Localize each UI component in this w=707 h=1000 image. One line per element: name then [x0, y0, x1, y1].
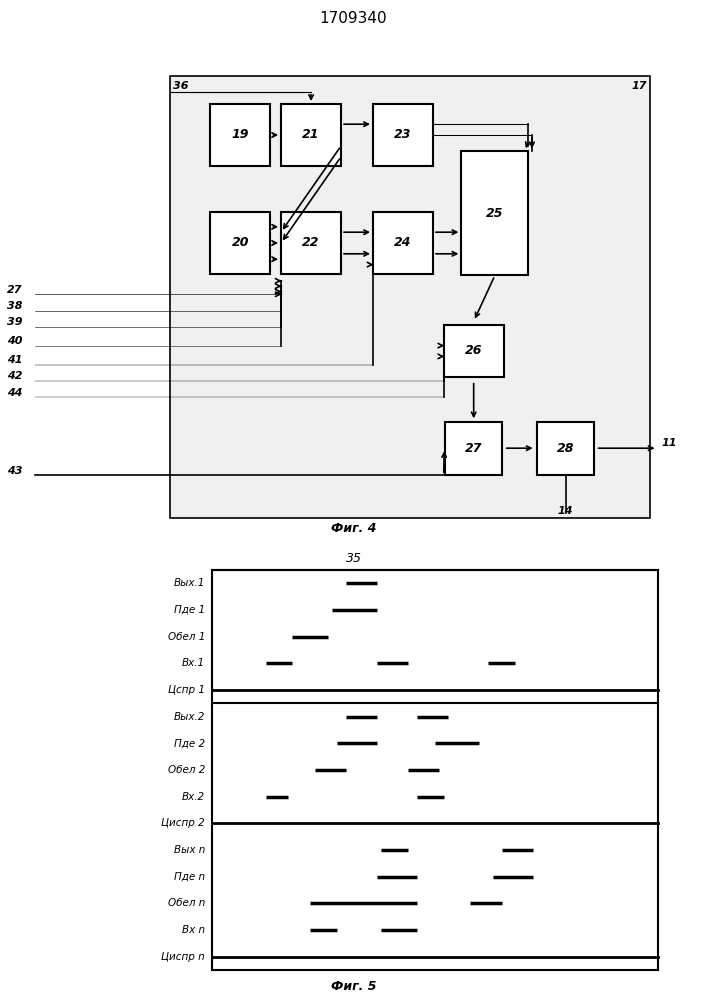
Text: 1709340: 1709340 [320, 11, 387, 26]
Text: 21: 21 [303, 128, 320, 141]
Text: Пде 2: Пде 2 [174, 738, 205, 748]
Text: 14: 14 [558, 506, 573, 516]
Text: 25: 25 [486, 207, 503, 220]
Bar [281, 212, 341, 274]
Text: 24: 24 [395, 236, 411, 249]
Text: Пде n: Пде n [174, 872, 205, 882]
Text: 22: 22 [303, 236, 320, 249]
Text: 28: 28 [557, 442, 574, 455]
Text: 44: 44 [7, 388, 23, 398]
Text: Обел 2: Обел 2 [168, 765, 205, 775]
Text: Обел n: Обел n [168, 898, 205, 908]
Bar [445, 422, 502, 475]
Bar [170, 76, 650, 518]
Text: Циспр n: Циспр n [161, 952, 205, 962]
Bar [373, 212, 433, 274]
Text: Вых n: Вых n [174, 845, 205, 855]
Text: Циспр 2: Циспр 2 [161, 818, 205, 828]
Text: 36: 36 [173, 81, 189, 91]
Text: 11: 11 [661, 438, 677, 448]
Text: 42: 42 [7, 371, 23, 381]
Text: 23: 23 [395, 128, 411, 141]
Bar [373, 104, 433, 166]
Text: Обел 1: Обел 1 [168, 632, 205, 642]
Bar [212, 570, 658, 970]
Text: 27: 27 [7, 285, 23, 295]
Text: 17: 17 [631, 81, 647, 91]
Text: Вх.1: Вх.1 [182, 658, 205, 668]
Bar [444, 325, 503, 377]
Text: 27: 27 [465, 442, 482, 455]
Text: 19: 19 [232, 128, 249, 141]
Bar [461, 151, 528, 275]
Bar [211, 104, 271, 166]
Text: Вых.1: Вых.1 [174, 578, 205, 588]
Text: 38: 38 [7, 301, 23, 311]
Bar [281, 104, 341, 166]
Text: Вых.2: Вых.2 [174, 712, 205, 722]
Text: Фиг. 4: Фиг. 4 [331, 522, 376, 535]
Text: 41: 41 [7, 355, 23, 365]
Text: Цспр 1: Цспр 1 [168, 685, 205, 695]
Text: 43: 43 [7, 466, 23, 476]
Bar [211, 212, 271, 274]
Text: 39: 39 [7, 317, 23, 327]
Text: 40: 40 [7, 336, 23, 346]
Text: Вх n: Вх n [182, 925, 205, 935]
Text: 35: 35 [346, 552, 361, 564]
Text: 20: 20 [232, 236, 249, 249]
Text: Вх.2: Вх.2 [182, 792, 205, 802]
Text: Фиг. 5: Фиг. 5 [331, 980, 376, 993]
Bar [537, 422, 594, 475]
Text: 26: 26 [465, 344, 482, 358]
Text: Пде 1: Пде 1 [174, 605, 205, 615]
